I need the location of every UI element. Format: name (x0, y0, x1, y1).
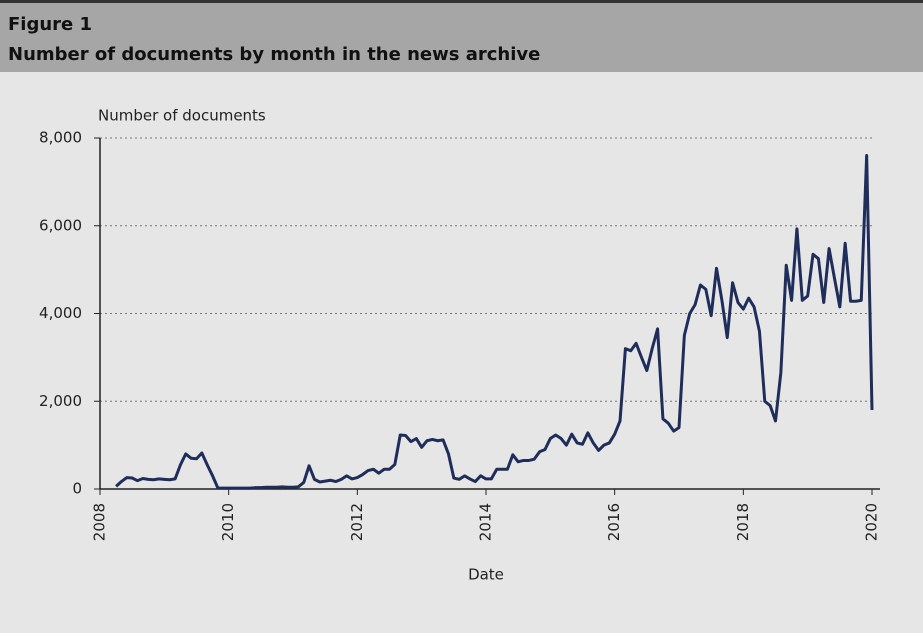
figure-label: Figure 1 (8, 14, 92, 35)
x-tick-label: 2010 (219, 503, 237, 541)
data-line (115, 154, 874, 490)
y-tick-label: 8,000 (39, 129, 82, 147)
y-tick-label: 4,000 (39, 304, 82, 322)
header-band (0, 0, 923, 72)
y-tick-label: 2,000 (39, 392, 82, 410)
x-tick-label: 2016 (605, 503, 623, 541)
x-tick-label: 2014 (477, 503, 495, 541)
x-tick-label: 2018 (734, 503, 752, 541)
y-tick-label: 0 (72, 480, 82, 498)
x-tick-label: 2012 (348, 503, 366, 541)
chart-title: Number of documents by month in the news… (8, 44, 540, 65)
x-tick-label: 2020 (863, 503, 881, 541)
x-axis-title: Date (468, 566, 504, 584)
x-tick-label: 2008 (91, 503, 109, 541)
y-tick-label: 6,000 (39, 216, 82, 234)
y-axis-title: Number of documents (98, 107, 266, 125)
header-rule (0, 0, 923, 3)
